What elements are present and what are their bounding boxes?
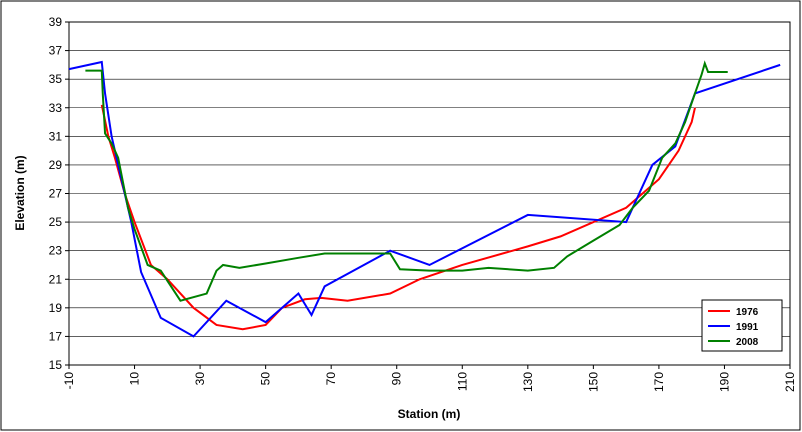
data-line [100,104,696,331]
data-line [85,60,728,302]
x-tick-label: 170 [652,372,666,392]
x-axis-title: Station (m) [398,407,461,421]
y-tick-label: 25 [49,215,63,229]
y-axis-title: Elevation (m) [13,155,27,230]
y-tick-label: 37 [49,44,63,58]
y-tick-label: 27 [49,187,63,201]
y-tick-label: 31 [49,129,63,143]
y-tick-label: 29 [49,158,63,172]
legend-label: 1991 [736,322,759,333]
x-tick-label: 210 [783,372,797,392]
x-tick-label: 10 [128,372,142,386]
y-tick-label: 17 [49,329,63,343]
y-tick-label: 15 [49,358,63,372]
plot-border [68,21,791,366]
y-tick-label: 33 [49,101,63,115]
legend-label: 1976 [736,307,759,318]
y-tick-label: 35 [49,72,63,86]
x-tick-label: 130 [521,372,535,392]
y-tick-label: 19 [49,301,63,315]
y-tick-label: 39 [49,15,63,29]
x-tick-label: 190 [717,372,731,392]
x-tick-label: 70 [324,372,338,386]
y-tick-label: 21 [49,272,63,286]
x-tick-label: 50 [259,372,273,386]
x-tick-label: 30 [193,372,207,386]
x-tick-label: -10 [62,372,76,390]
x-tick-label: 90 [390,372,404,386]
x-tick-label: 150 [586,372,600,392]
x-tick-label: 110 [455,372,469,391]
legend-label: 2008 [736,337,759,348]
y-tick-label: 23 [49,244,63,258]
